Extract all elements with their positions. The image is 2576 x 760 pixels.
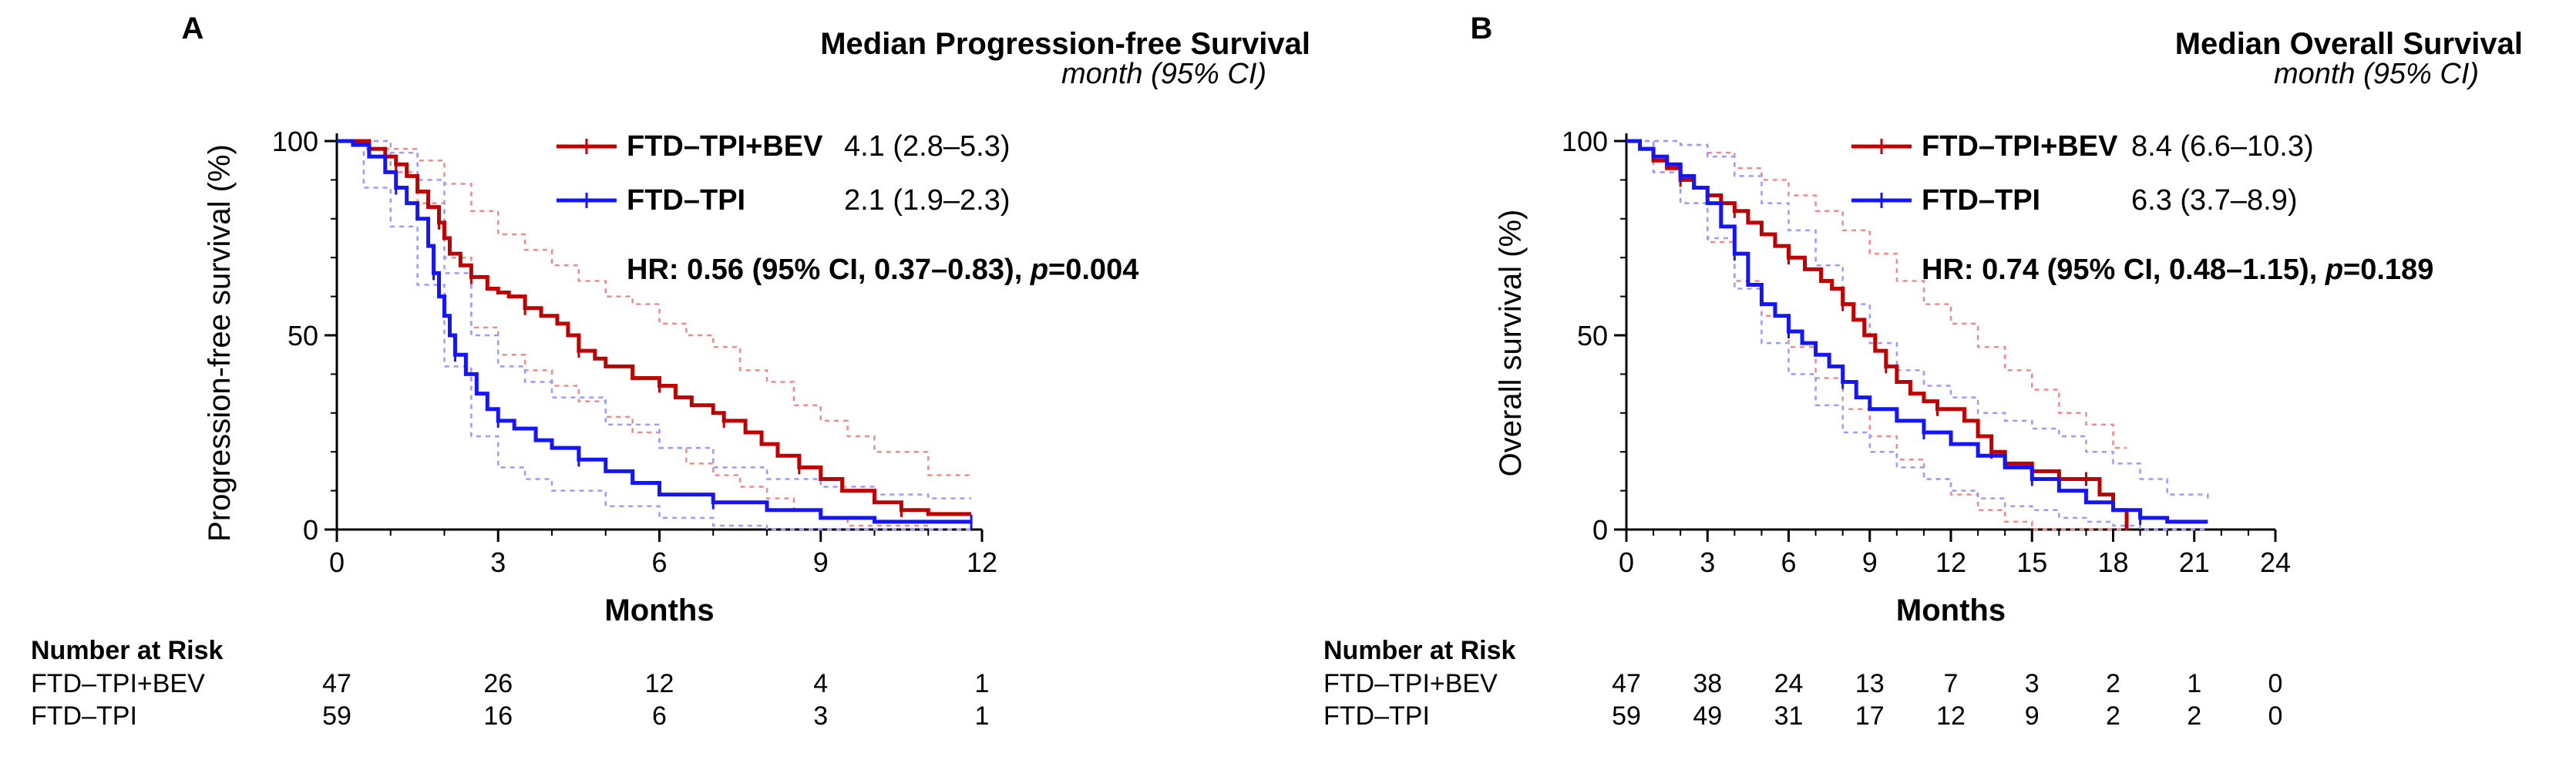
x-tick-label: 12 — [1935, 546, 1966, 578]
risk-value: 2 — [2106, 669, 2120, 698]
hazard-ratio: HR: 0.74 (95% CI, 0.48–1.15), p=0.189 — [1922, 254, 2433, 286]
risk-value: 13 — [1855, 669, 1885, 698]
x-axis-label: Months — [1896, 594, 2006, 627]
y-axis-label: Progression-free survival (%) — [203, 144, 237, 542]
y-tick-label: 50 — [1577, 320, 1608, 351]
legend-median: 2.1 (1.9–2.3) — [844, 184, 1010, 217]
series-line-ftd-tpi-upper-ci — [1626, 140, 2209, 499]
y-tick-label: 0 — [1592, 514, 1608, 546]
legend-label: FTD–TPI+BEV — [627, 130, 823, 163]
risk-value: 38 — [1693, 669, 1722, 698]
risk-value: 47 — [1612, 669, 1641, 698]
risk-value: 3 — [813, 701, 828, 731]
legend-label: FTD–TPI — [1922, 184, 2040, 217]
risk-value: 12 — [1936, 701, 1966, 731]
risk-value: 17 — [1855, 701, 1885, 731]
risk-table-title: Number at Risk — [31, 636, 223, 665]
chart-title: Median Progression-free Survival — [820, 27, 1310, 61]
chart-subtitle: month (95% CI) — [1061, 58, 1266, 90]
x-tick-label: 9 — [813, 546, 829, 578]
risk-row-label: FTD–TPI+BEV — [31, 669, 205, 698]
risk-value: 12 — [645, 669, 674, 698]
y-tick-label: 0 — [303, 514, 318, 546]
series-line-ftd-tpi-bev — [337, 139, 972, 516]
x-tick-label: 12 — [967, 546, 997, 578]
risk-value: 7 — [1944, 669, 1959, 698]
y-tick-label: 100 — [272, 126, 318, 157]
hazard-ratio: HR: 0.56 (95% CI, 0.37–0.83), p=0.004 — [627, 254, 1138, 286]
y-axis-label: Overall survival (%) — [1494, 210, 1528, 477]
x-tick-label: 9 — [1862, 546, 1878, 578]
risk-row-label: FTD–TPI — [31, 701, 137, 731]
series-line-ftd-tpi — [1626, 139, 2208, 524]
risk-value: 1 — [975, 669, 990, 698]
risk-value: 3 — [2025, 669, 2040, 698]
panel-label: B — [1471, 12, 1493, 45]
risk-value: 9 — [2025, 701, 2040, 731]
series-line-ftd-tpi-bev-upper-ci — [1626, 140, 2127, 449]
x-tick-label: 0 — [1619, 546, 1634, 578]
x-tick-label: 6 — [1781, 546, 1796, 578]
legend-median: 6.3 (3.7–8.9) — [2131, 184, 2297, 217]
x-tick-label: 24 — [2260, 546, 2291, 578]
y-tick-label: 100 — [1562, 126, 1608, 157]
series-line-ftd-tpi-lower-ci — [337, 140, 972, 531]
risk-value: 4 — [813, 669, 828, 698]
risk-value: 16 — [483, 701, 513, 731]
risk-value: 59 — [1612, 701, 1641, 731]
x-tick-label: 0 — [329, 546, 345, 578]
x-tick-label: 21 — [2179, 546, 2210, 578]
legend-label: FTD–TPI — [627, 184, 745, 217]
risk-value: 0 — [2268, 669, 2283, 698]
panel-label: A — [182, 12, 204, 45]
chart-subtitle: month (95% CI) — [2274, 58, 2479, 90]
x-tick-label: 3 — [1700, 546, 1715, 578]
risk-value: 0 — [2268, 701, 2283, 731]
series-line-ftd-tpi — [337, 139, 972, 524]
x-tick-label: 15 — [2016, 546, 2047, 578]
risk-table-title: Number at Risk — [1323, 636, 1515, 665]
series-line-ftd-tpi-lower-ci — [1626, 140, 2208, 531]
x-axis-label: Months — [604, 594, 714, 627]
y-tick-label: 50 — [288, 320, 318, 351]
risk-value: 1 — [975, 701, 990, 731]
x-tick-label: 18 — [2097, 546, 2128, 578]
risk-row-label: FTD–TPI+BEV — [1323, 669, 1498, 698]
x-tick-label: 6 — [651, 546, 667, 578]
risk-value: 2 — [2106, 701, 2120, 731]
legend-median: 4.1 (2.8–5.3) — [844, 130, 1010, 163]
risk-row-label: FTD–TPI — [1323, 701, 1430, 731]
legend-label: FTD–TPI+BEV — [1922, 130, 2118, 163]
risk-value: 31 — [1774, 701, 1804, 731]
risk-value: 49 — [1693, 701, 1722, 731]
risk-value: 26 — [483, 669, 513, 698]
risk-value: 1 — [2187, 669, 2201, 698]
x-tick-label: 3 — [490, 546, 506, 578]
risk-value: 47 — [322, 669, 351, 698]
risk-value: 2 — [2187, 701, 2201, 731]
risk-value: 6 — [652, 701, 667, 731]
risk-value: 24 — [1774, 669, 1804, 698]
risk-value: 59 — [322, 701, 351, 731]
chart-title: Median Overall Survival — [2175, 27, 2523, 61]
legend-median: 8.4 (6.6–10.3) — [2131, 130, 2314, 163]
